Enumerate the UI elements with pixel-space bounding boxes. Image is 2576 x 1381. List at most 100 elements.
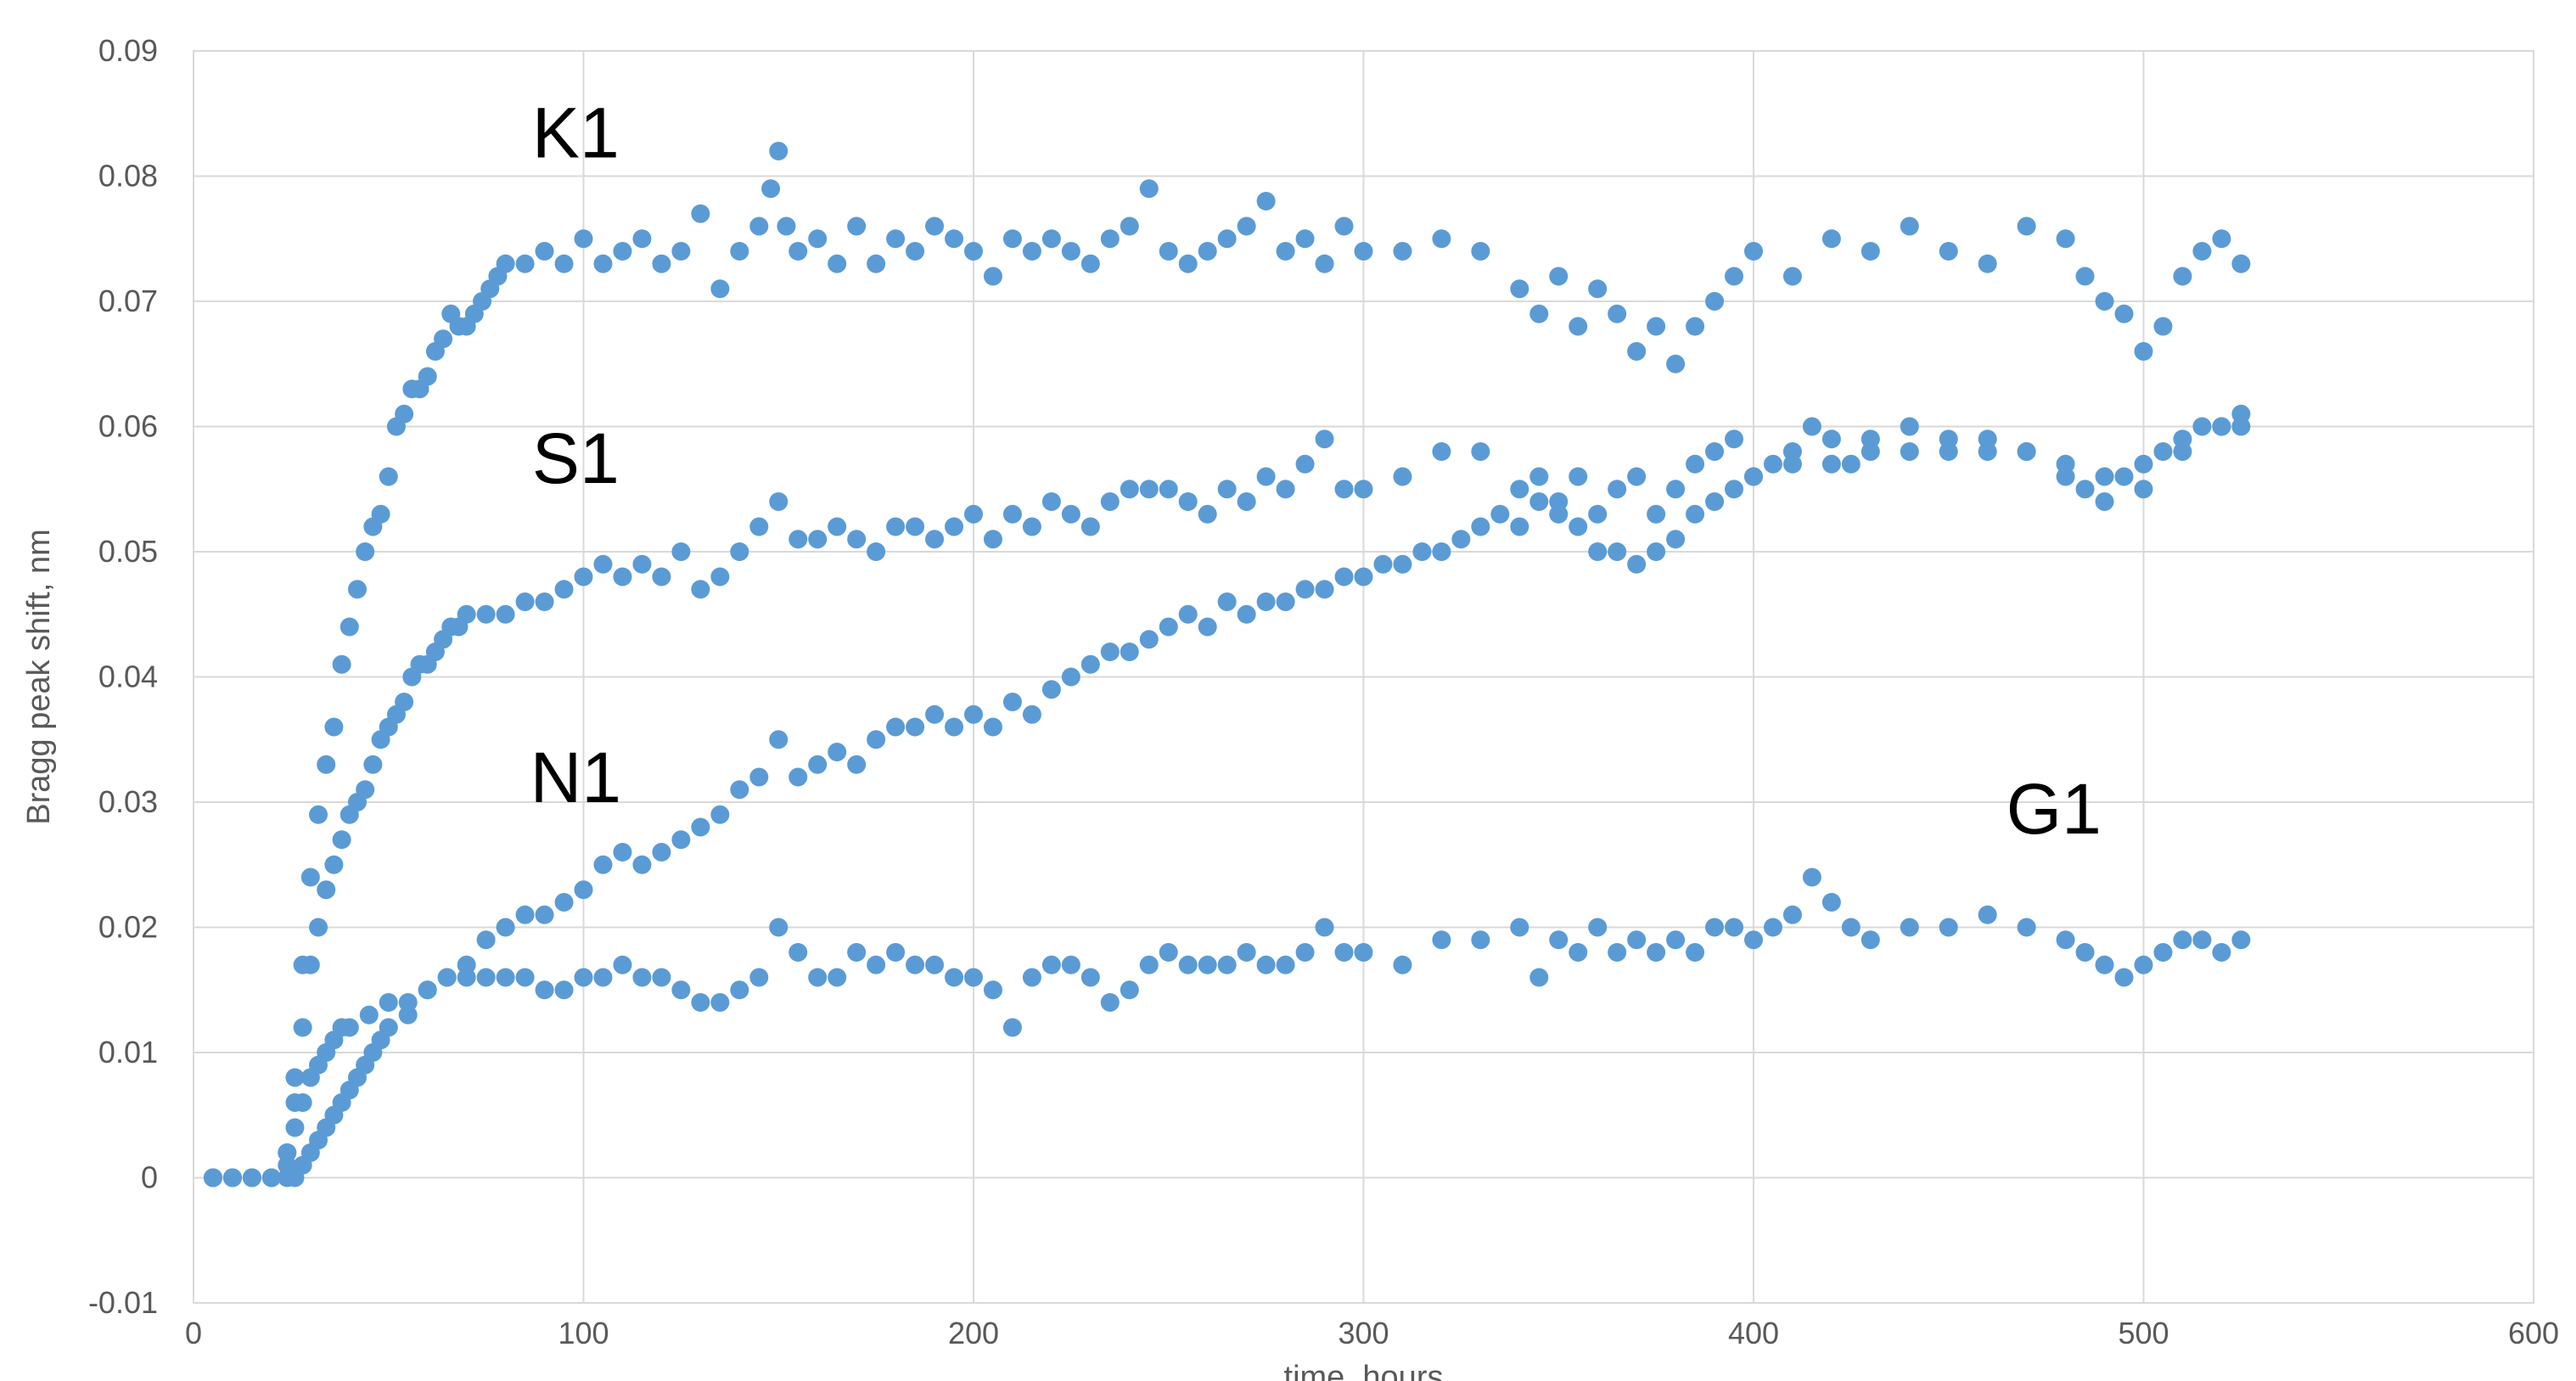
data-point — [2192, 242, 2212, 261]
data-point — [2212, 943, 2231, 962]
data-point — [652, 968, 671, 987]
data-point — [1490, 504, 1510, 524]
data-point — [1198, 617, 1217, 637]
y-tick-label: 0.05 — [98, 534, 158, 569]
data-point — [1529, 304, 1549, 323]
data-point — [789, 767, 808, 787]
data-point — [1002, 229, 1022, 249]
x-axis-tick-labels: 0 100 200 300 400 500 600 — [185, 1316, 2559, 1350]
data-point — [1295, 580, 1315, 599]
data-point — [1725, 429, 1744, 449]
data-point — [1139, 955, 1159, 974]
data-point — [2075, 943, 2095, 962]
data-point — [1821, 429, 1841, 449]
data-point — [554, 893, 574, 912]
data-point — [730, 242, 749, 261]
data-point — [1354, 567, 1373, 587]
data-point — [1256, 467, 1276, 486]
data-point — [1315, 580, 1334, 599]
data-point — [242, 1168, 261, 1187]
data-point — [593, 254, 613, 273]
data-point — [1841, 454, 1860, 474]
data-point — [1139, 179, 1159, 199]
data-point — [1022, 968, 1041, 987]
data-point — [925, 530, 945, 549]
data-point — [1178, 604, 1198, 624]
data-point — [1334, 943, 1354, 962]
data-point — [300, 955, 320, 974]
data-point — [515, 905, 535, 924]
data-point — [1315, 254, 1334, 273]
y-tick-label: 0.01 — [98, 1035, 158, 1069]
data-point — [554, 580, 574, 599]
data-point — [554, 980, 574, 1000]
data-point — [535, 905, 554, 924]
data-point — [1041, 492, 1061, 511]
series-g1 — [203, 867, 2251, 1187]
data-point — [1100, 229, 1120, 249]
data-point — [886, 229, 906, 249]
data-point — [691, 993, 710, 1012]
data-point — [1295, 454, 1315, 474]
data-point — [2114, 467, 2134, 486]
data-point — [1041, 229, 1061, 249]
data-point — [1744, 467, 1763, 486]
data-point — [1666, 930, 1686, 950]
y-tick-label: 0.07 — [98, 283, 158, 318]
data-point — [332, 830, 351, 850]
data-point — [554, 254, 574, 273]
data-point — [1627, 467, 1647, 486]
data-point — [964, 705, 983, 724]
data-point — [1022, 517, 1041, 536]
data-point — [1782, 267, 1802, 286]
data-point — [1588, 504, 1608, 524]
data-point — [1315, 918, 1334, 937]
data-point — [496, 918, 515, 937]
data-point — [730, 542, 749, 561]
data-point — [925, 216, 945, 236]
data-point — [1647, 317, 1666, 336]
data-point — [1569, 467, 1588, 486]
data-point — [847, 755, 867, 774]
data-point — [2231, 254, 2251, 273]
data-point — [652, 843, 671, 862]
x-tick-label: 400 — [1728, 1316, 1779, 1350]
data-point — [293, 1018, 312, 1037]
x-tick-label: 300 — [1338, 1316, 1389, 1350]
data-point — [1276, 955, 1295, 974]
data-point — [1080, 254, 1100, 273]
data-point — [1627, 554, 1647, 574]
data-point — [749, 216, 769, 236]
data-point — [1217, 229, 1237, 249]
data-point — [1510, 918, 1529, 937]
data-point — [906, 955, 925, 974]
y-tick-label: 0.08 — [98, 159, 158, 194]
data-point — [1900, 417, 1919, 436]
data-point — [496, 604, 515, 624]
data-point — [2056, 930, 2075, 950]
data-point — [1256, 592, 1276, 611]
data-point — [1217, 480, 1237, 499]
data-point — [2134, 342, 2153, 361]
data-point — [652, 567, 671, 587]
data-point — [593, 968, 613, 987]
data-point — [332, 654, 351, 674]
data-point — [1569, 943, 1588, 962]
grid-layer — [193, 50, 2534, 1304]
data-point — [1139, 480, 1159, 499]
data-point — [340, 1018, 359, 1037]
data-point — [1256, 192, 1276, 211]
x-tick-label: 200 — [948, 1316, 999, 1350]
data-point — [671, 980, 691, 1000]
data-point — [476, 604, 496, 624]
data-point — [1354, 480, 1373, 499]
data-point — [496, 254, 515, 273]
data-point — [1100, 993, 1120, 1012]
data-point — [2017, 216, 2036, 236]
data-point — [2095, 292, 2114, 311]
data-point — [613, 843, 632, 862]
data-point — [1100, 643, 1120, 661]
data-point — [749, 767, 769, 787]
data-point — [356, 542, 375, 561]
x-tick-label: 0 — [185, 1316, 202, 1350]
